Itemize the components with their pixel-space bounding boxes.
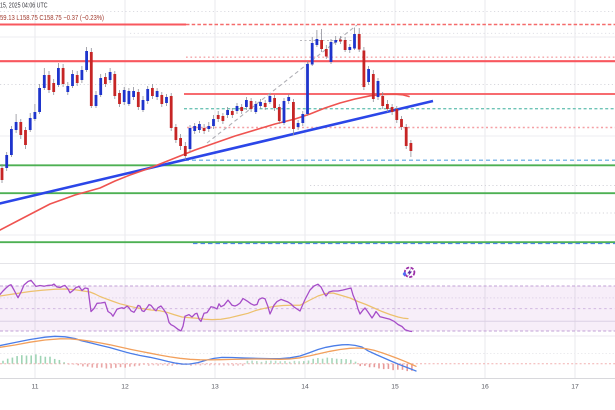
svg-text:59.13 L158.75 C158.75 −0.37 (−: 59.13 L158.75 C158.75 −0.37 (−0.23%) <box>0 13 104 22</box>
svg-text:12: 12 <box>121 384 129 391</box>
svg-text:16: 16 <box>481 384 489 391</box>
svg-text:14: 14 <box>301 384 309 391</box>
svg-text:17: 17 <box>571 384 579 391</box>
svg-text:11: 11 <box>31 384 38 391</box>
svg-text:15: 15 <box>391 384 399 391</box>
svg-text:15, 2025 04:06 UTC: 15, 2025 04:06 UTC <box>0 1 48 10</box>
svg-text:13: 13 <box>211 384 219 391</box>
